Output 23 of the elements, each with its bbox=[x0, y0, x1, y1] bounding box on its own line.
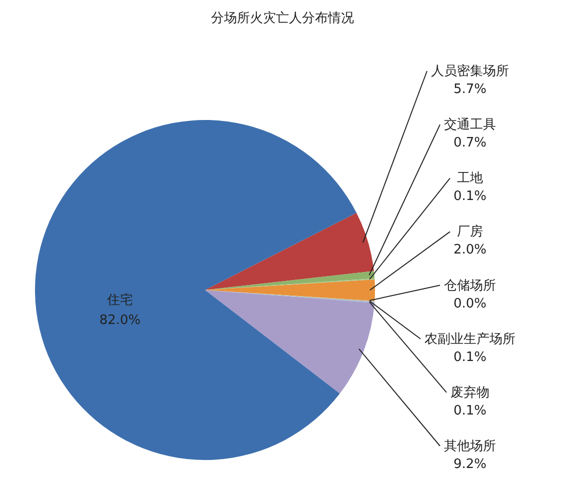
category-label: 仓储场所 bbox=[444, 278, 496, 294]
slice-label: 农副业生产场所 bbox=[424, 332, 516, 347]
slice-label: 厂房 bbox=[457, 224, 483, 240]
data-label: 2.0% bbox=[453, 242, 487, 258]
data-label: 82.0% bbox=[99, 313, 141, 328]
pie-slice bbox=[205, 270, 375, 290]
data-label: 0.7% bbox=[453, 136, 487, 151]
data-label: 0.1% bbox=[453, 403, 487, 418]
slice-label: 废弃物 bbox=[450, 384, 490, 400]
data-label: 9.2% bbox=[453, 457, 487, 472]
text: 0.0% bbox=[453, 296, 487, 312]
slice-label: 人员密集场所 bbox=[431, 64, 509, 79]
pie-slice bbox=[205, 212, 374, 290]
pie-slice bbox=[205, 290, 375, 394]
data-label: 0.1% bbox=[453, 350, 487, 365]
chart-title: 分场所火灾亡人分布情况 bbox=[211, 10, 354, 26]
slice-label: 住宅 bbox=[106, 292, 133, 308]
slice-label: 交通工具 bbox=[444, 116, 496, 133]
data-label: 5.7% bbox=[453, 82, 487, 97]
slice-label: 工地 bbox=[457, 171, 483, 186]
slice-label: 其他场所 bbox=[444, 439, 496, 454]
data-label: 0.1% bbox=[453, 189, 487, 204]
pie-slice bbox=[35, 120, 357, 460]
